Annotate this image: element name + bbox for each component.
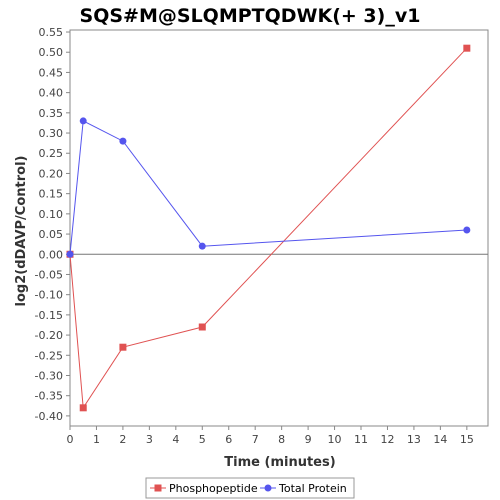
legend-box — [145, 477, 355, 499]
x-tick-label: 12 — [380, 433, 394, 446]
y-tick-label: 0.30 — [39, 127, 64, 140]
y-tick-label: 0.50 — [39, 46, 64, 59]
x-tick-label: 11 — [354, 433, 368, 446]
x-tick-label: 7 — [252, 433, 259, 446]
data-point — [463, 226, 471, 234]
x-tick-label: 4 — [172, 433, 179, 446]
y-tick-label: 0.10 — [39, 208, 64, 221]
legend-swatch-marker — [154, 484, 162, 492]
legend-label: Phosphopeptide — [169, 482, 258, 495]
y-tick-label: -0.40 — [35, 410, 63, 423]
y-tick-label: -0.05 — [35, 268, 63, 281]
legend: Phosphopeptide Total Protein — [145, 477, 355, 499]
x-axis-label: Time (minutes) — [224, 455, 335, 470]
y-tick-label: 0.40 — [39, 87, 64, 100]
x-axis: 0 1 2 3 4 5 6 7 8 9 10 11 12 13 14 15 — [67, 426, 474, 446]
y-tick-label: -0.25 — [35, 349, 63, 362]
data-point — [79, 404, 87, 412]
x-tick-label: 14 — [433, 433, 447, 446]
x-tick-label: 5 — [199, 433, 206, 446]
y-tick-label: 0.05 — [39, 228, 64, 241]
data-point — [463, 44, 471, 52]
y-tick-label: 0.20 — [39, 167, 64, 180]
y-tick-label: 0.35 — [39, 107, 64, 120]
y-axis-label: log2(dDAVP/Control) — [14, 156, 29, 307]
y-tick-label: -0.35 — [35, 390, 63, 403]
x-tick-label: 2 — [119, 433, 126, 446]
legend-label: Total Protein — [278, 482, 347, 495]
x-tick-label: 10 — [328, 433, 342, 446]
data-point — [198, 242, 206, 250]
y-tick-label: 0.15 — [39, 188, 64, 201]
series-total-protein — [66, 117, 471, 258]
y-tick-label: -0.20 — [35, 329, 63, 342]
y-tick-label: 0.00 — [39, 248, 64, 261]
data-point — [198, 323, 206, 331]
x-tick-label: 3 — [146, 433, 153, 446]
data-point — [79, 117, 87, 125]
chart-title: SQS#M@SLQMPTQDWK(+ 3)_v1 — [80, 5, 421, 27]
y-tick-label: 0.45 — [39, 66, 64, 79]
plot-border — [69, 29, 489, 427]
y-tick-label: -0.30 — [35, 369, 63, 382]
plot-area — [69, 29, 489, 427]
x-tick-label: 9 — [305, 433, 312, 446]
y-tick-label: 0.25 — [39, 147, 64, 160]
x-tick-label: 1 — [93, 433, 100, 446]
x-tick-label: 0 — [67, 433, 74, 446]
legend-swatch-marker — [264, 484, 272, 492]
data-point — [119, 343, 127, 351]
x-tick-label: 8 — [278, 433, 285, 446]
data-point — [66, 250, 74, 258]
y-tick-label: -0.10 — [35, 289, 63, 302]
series-layer — [66, 44, 471, 412]
x-tick-label: 6 — [225, 433, 232, 446]
x-tick-label: 13 — [407, 433, 421, 446]
x-tick-label: 15 — [460, 433, 474, 446]
y-tick-label: 0.55 — [39, 26, 64, 39]
data-point — [119, 137, 127, 145]
y-axis: -0.40 -0.35 -0.30 -0.25 -0.20 -0.15 -0.10 -0.05… — [35, 26, 70, 423]
y-tick-label: -0.15 — [35, 309, 63, 322]
